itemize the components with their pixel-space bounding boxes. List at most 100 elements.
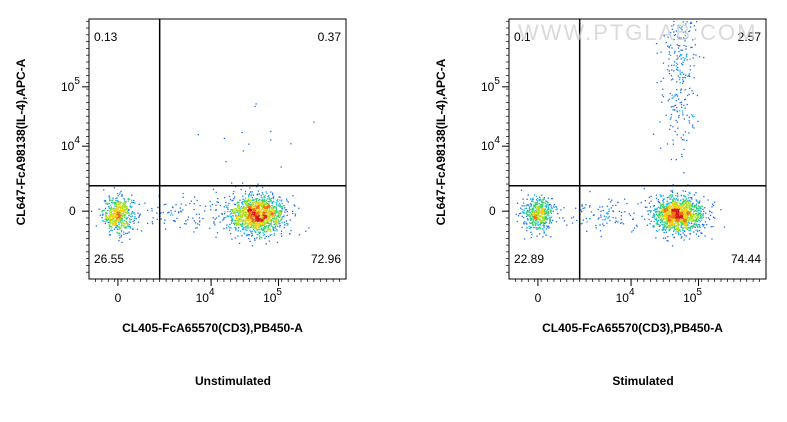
event-dot	[278, 211, 280, 213]
event-dot	[196, 199, 198, 202]
event-dot	[589, 205, 591, 207]
event-dot	[689, 222, 691, 224]
event-dot	[543, 210, 545, 212]
event-dot	[232, 212, 234, 214]
event-dot	[264, 216, 266, 218]
event-dot	[109, 220, 111, 222]
event-dot	[674, 204, 677, 206]
event-dot	[671, 201, 674, 203]
event-dot	[582, 219, 584, 221]
event-dot	[526, 210, 529, 212]
event-dot	[268, 194, 270, 197]
event-dot	[256, 237, 258, 239]
event-dot	[539, 218, 541, 220]
event-dot	[552, 210, 554, 212]
event-dot	[542, 222, 544, 224]
event-dot	[584, 207, 586, 209]
event-dot	[113, 223, 115, 225]
event-dot	[667, 217, 670, 219]
event-dot	[660, 217, 663, 219]
event-dot	[122, 212, 125, 214]
event-dot	[632, 218, 634, 220]
event-dot	[566, 224, 568, 226]
event-dot	[675, 65, 678, 67]
event-dot	[691, 222, 693, 224]
event-dot	[601, 206, 604, 208]
event-dot	[670, 205, 672, 207]
event-dot	[698, 235, 700, 237]
event-dot	[279, 210, 282, 212]
event-dot	[271, 233, 273, 236]
event-dot	[608, 208, 610, 210]
event-dot	[272, 216, 274, 218]
event-dot	[247, 215, 249, 217]
event-dot	[552, 219, 554, 221]
event-dot	[261, 236, 263, 239]
event-dot	[276, 198, 279, 201]
event-dot	[175, 204, 177, 206]
event-dot	[272, 213, 275, 215]
event-dot	[248, 203, 250, 205]
event-dot	[545, 206, 548, 208]
event-dot	[117, 220, 119, 222]
event-dot	[663, 34, 665, 36]
event-dot	[668, 98, 670, 100]
event-dot	[237, 207, 240, 209]
event-dot	[622, 223, 625, 225]
event-dot	[712, 204, 715, 207]
event-dot	[278, 196, 280, 198]
event-dot	[251, 216, 253, 218]
event-dot	[684, 217, 686, 219]
event-dot	[700, 217, 702, 219]
minor-ticks	[86, 20, 340, 282]
event-dot	[677, 224, 680, 227]
event-dot	[650, 220, 652, 222]
event-dot	[116, 214, 118, 216]
event-dot	[692, 204, 694, 206]
event-dot	[116, 197, 118, 199]
event-dot	[694, 216, 696, 218]
event-dot	[600, 235, 602, 238]
event-dot	[674, 50, 676, 52]
event-dot	[198, 224, 201, 226]
event-dot	[215, 208, 217, 211]
event-dot	[670, 64, 673, 67]
event-dot	[696, 210, 698, 213]
event-dot	[123, 233, 125, 235]
event-dot	[533, 216, 535, 218]
event-dot	[239, 218, 241, 220]
event-dot	[691, 208, 693, 211]
event-dot	[699, 221, 701, 223]
event-dot	[628, 213, 630, 215]
event-dot	[672, 212, 675, 215]
event-dot	[657, 220, 659, 223]
event-dot	[676, 204, 679, 206]
event-dot	[693, 214, 696, 216]
event-dot	[245, 217, 247, 220]
event-dot	[250, 209, 252, 211]
event-dot	[662, 88, 664, 90]
event-dot	[683, 73, 685, 75]
event-dot	[684, 207, 686, 209]
event-dot	[657, 201, 659, 203]
event-dot	[693, 220, 696, 223]
event-dot	[243, 227, 245, 229]
event-dot	[114, 226, 117, 228]
event-dot	[659, 216, 662, 218]
event-dot	[264, 228, 266, 230]
event-dot	[709, 210, 711, 212]
event-dot	[122, 209, 124, 211]
event-dot	[122, 202, 124, 205]
event-dot	[662, 237, 665, 239]
event-dot	[550, 236, 552, 238]
event-dot	[538, 202, 541, 205]
event-dot	[254, 215, 257, 217]
event-dot	[134, 202, 136, 204]
event-dot	[106, 212, 108, 215]
event-dot	[682, 31, 685, 34]
event-dot	[232, 208, 234, 210]
event-dot	[653, 209, 655, 211]
event-dot	[268, 216, 270, 218]
event-dot	[270, 139, 272, 141]
event-dot	[526, 215, 528, 218]
